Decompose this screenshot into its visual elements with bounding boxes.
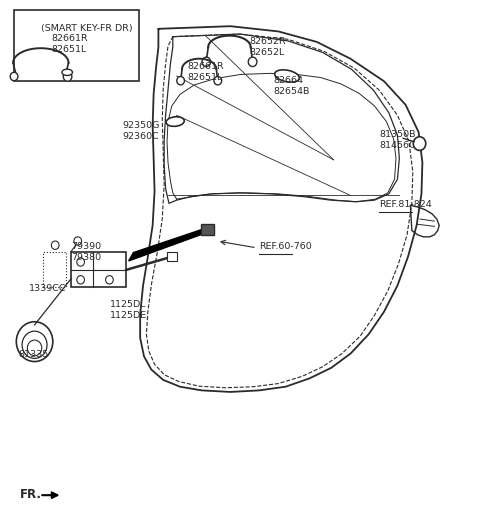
Circle shape <box>77 258 84 266</box>
Text: 1339CC: 1339CC <box>29 284 66 293</box>
Ellipse shape <box>62 69 72 75</box>
Circle shape <box>202 57 211 67</box>
Text: 1125DL
1125DE: 1125DL 1125DE <box>110 300 147 320</box>
Ellipse shape <box>166 117 184 126</box>
Circle shape <box>51 241 59 249</box>
Bar <box>43 252 66 287</box>
Polygon shape <box>129 228 206 261</box>
Text: 82661R
82651L: 82661R 82651L <box>52 34 88 53</box>
Text: FR.: FR. <box>20 488 42 501</box>
Bar <box>71 252 126 287</box>
Text: 81335: 81335 <box>18 350 48 359</box>
Circle shape <box>77 276 84 284</box>
Bar <box>167 252 177 261</box>
Text: 79390
79380: 79390 79380 <box>71 242 101 262</box>
Circle shape <box>214 77 222 85</box>
Circle shape <box>106 276 113 284</box>
Circle shape <box>22 331 47 358</box>
Circle shape <box>16 322 53 362</box>
Circle shape <box>74 237 82 245</box>
Circle shape <box>177 77 184 85</box>
Text: 92350G
92360C: 92350G 92360C <box>122 121 160 140</box>
Circle shape <box>27 340 42 356</box>
Text: REF.60-760: REF.60-760 <box>259 242 312 251</box>
Bar <box>14 10 139 81</box>
Circle shape <box>248 57 257 67</box>
Text: 82664
82654B: 82664 82654B <box>274 76 310 96</box>
Ellipse shape <box>275 70 300 82</box>
Text: 82661R
82651L: 82661R 82651L <box>187 62 224 82</box>
Text: 81350B
81456C: 81350B 81456C <box>379 130 416 150</box>
Circle shape <box>413 137 426 150</box>
Text: 82652R
82652L: 82652R 82652L <box>250 37 286 57</box>
Bar <box>201 224 214 235</box>
Text: (SMART KEY-FR DR): (SMART KEY-FR DR) <box>41 24 132 32</box>
Circle shape <box>10 72 18 81</box>
Text: REF.81-824: REF.81-824 <box>379 200 432 209</box>
Circle shape <box>63 72 72 81</box>
